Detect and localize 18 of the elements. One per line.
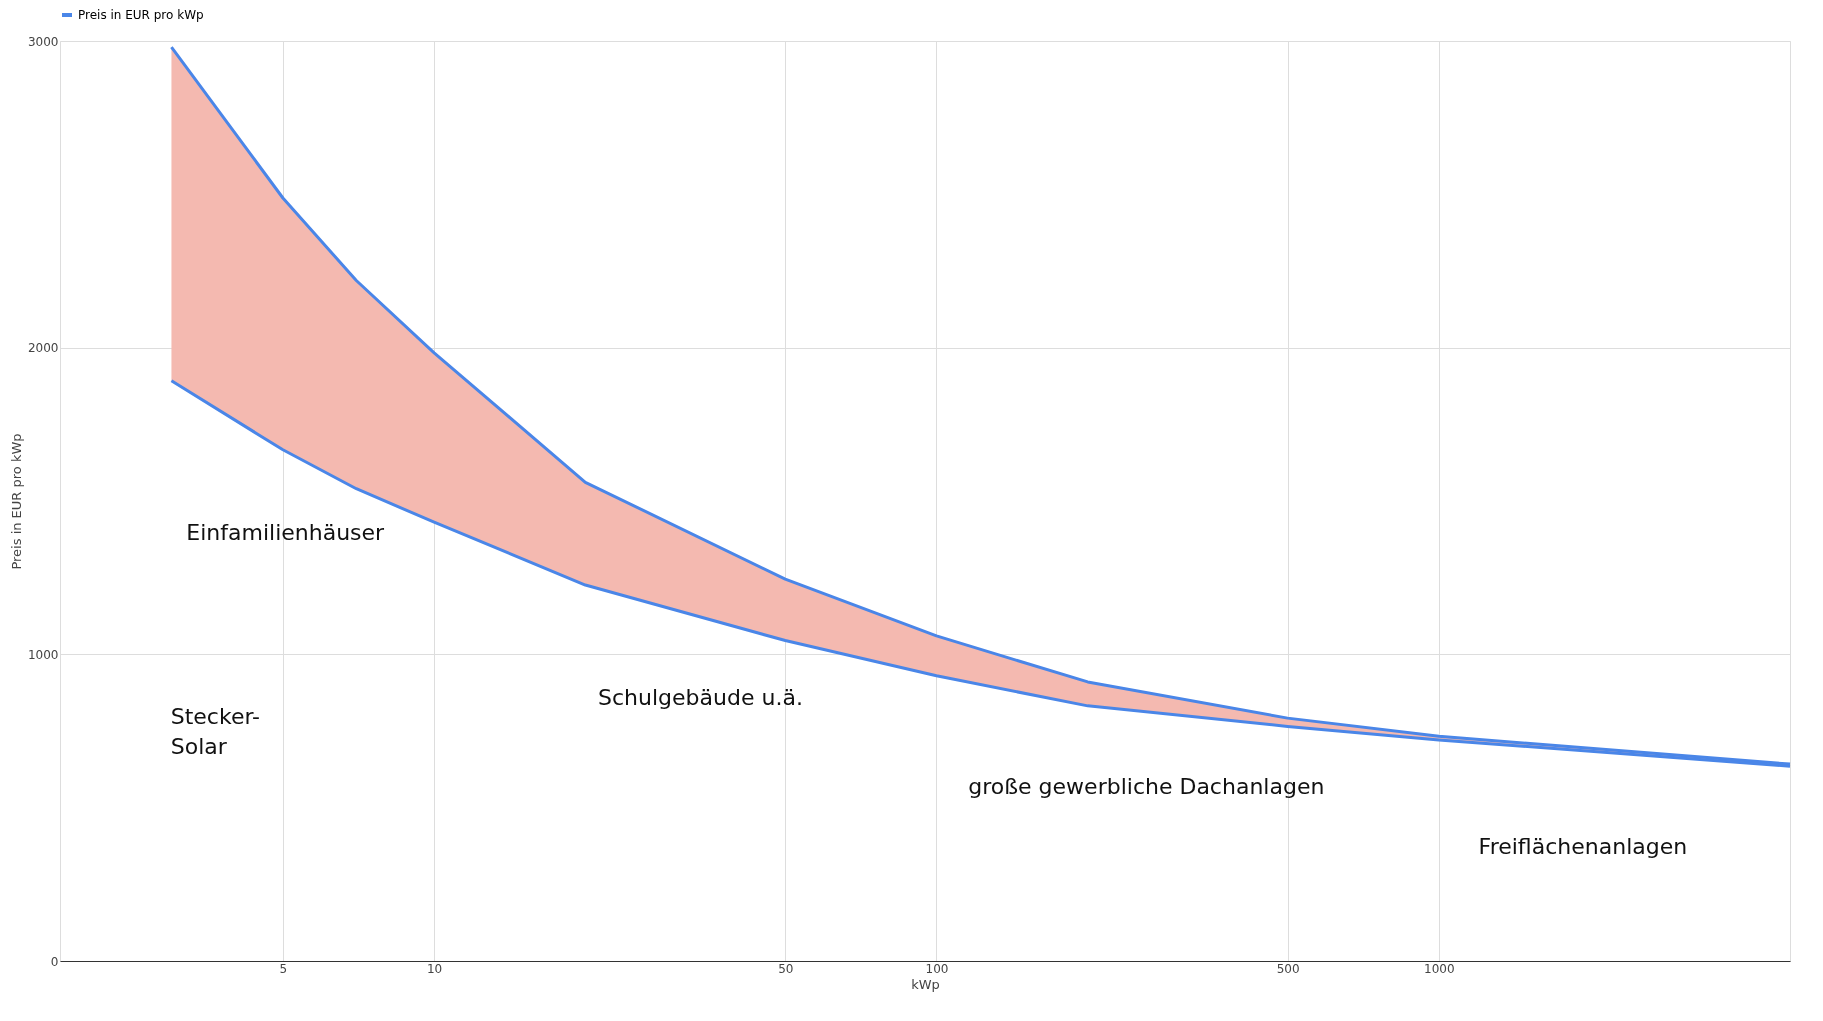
y-tick-label: 2000 [27,341,59,356]
y-tick-label: 1000 [27,647,59,662]
y-tick-label: 3000 [27,34,59,49]
x-axis-title: kWp [911,976,940,992]
annotation: Einfamilienhäuser [186,520,386,546]
legend-label: Preis in EUR pro kWp [78,8,204,22]
x-tick-label: 100 [925,961,949,976]
y-tick-label: 0 [50,954,59,969]
annotation: Schulgebäude u.ä. [598,684,803,710]
x-tick-label: 5 [279,961,288,976]
x-tick-label: 500 [1276,961,1300,976]
annotation: große gewerbliche Dachanlagen [968,774,1325,800]
x-tick-label: 1000 [1424,961,1455,976]
annotation: Stecker- Solar [170,704,261,760]
y-axis-title: Preis in EUR pro kWp [8,433,24,570]
annotation: Freiflächenanlagen [1478,833,1688,859]
x-tick-label: 50 [778,961,794,976]
x-tick-label: 10 [426,961,443,976]
